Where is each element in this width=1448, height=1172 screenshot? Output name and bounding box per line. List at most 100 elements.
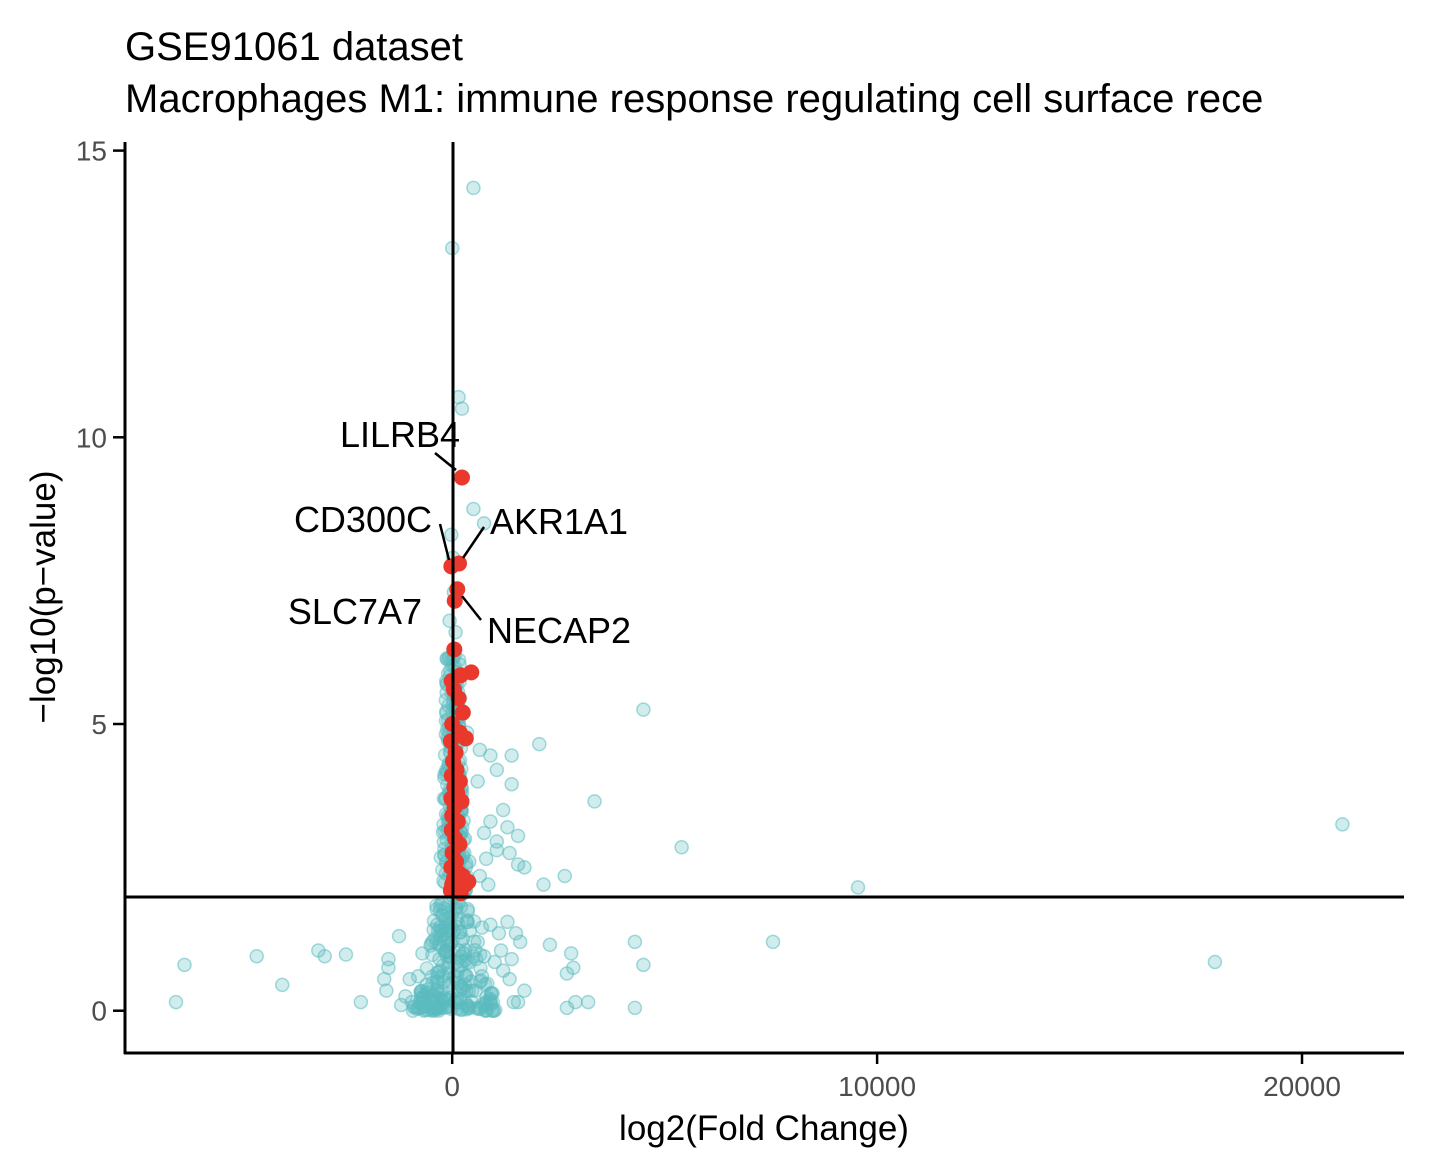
background-point (458, 968, 474, 983)
background-point (557, 868, 573, 884)
background-point (510, 994, 526, 1010)
gene-label: CD300C (294, 499, 432, 540)
background-point (437, 920, 452, 935)
background-point (470, 774, 485, 789)
background-point (429, 898, 444, 913)
background-point (636, 957, 651, 973)
background-point (391, 928, 407, 944)
background-point (765, 934, 781, 950)
chart-title: GSE91061 dataset (125, 25, 463, 69)
gene-label: SLC7A7 (288, 591, 422, 632)
background-point (424, 1003, 440, 1018)
background-point (1335, 817, 1350, 832)
x-tick-label: 20000 (1263, 1071, 1341, 1102)
background-point (425, 975, 441, 990)
background-point (489, 762, 505, 778)
background-point (414, 983, 429, 999)
y-tick-label: 10 (76, 422, 107, 453)
background-point (458, 946, 473, 961)
background-point (627, 1000, 643, 1016)
background-point (472, 947, 488, 962)
background-point (168, 994, 184, 1010)
background-point (568, 994, 583, 1010)
background-point (455, 954, 470, 969)
background-point (379, 983, 394, 998)
gene-leader-line (438, 523, 451, 561)
x-tick-label: 0 (444, 1071, 460, 1102)
background-point (580, 994, 596, 1010)
background-point (471, 1001, 486, 1017)
y-tick-label: 5 (91, 709, 107, 740)
background-point (850, 880, 866, 895)
background-point (504, 951, 519, 967)
y-axis-title: −log10(p−value) (24, 471, 63, 724)
highlight-point (453, 469, 470, 486)
background-point (517, 860, 532, 875)
background-point (512, 934, 528, 950)
background-point (466, 180, 481, 196)
highlight-point (446, 862, 463, 879)
background-point (1207, 954, 1223, 970)
background-point (502, 845, 517, 861)
background-point (483, 994, 498, 1010)
background-point (415, 999, 431, 1014)
background-point (466, 934, 482, 949)
background-point (532, 736, 547, 752)
background-point (506, 994, 522, 1010)
background-point (338, 947, 354, 962)
background-point (448, 625, 463, 640)
gene-leader-line (434, 452, 457, 471)
background-point (177, 957, 192, 973)
gene-labels: LILRB4 CD300C AKR1A1 SLC7A7 NECAP2 (288, 414, 631, 651)
background-point (510, 828, 526, 844)
gene-leader-line (461, 595, 482, 621)
background-point (500, 914, 515, 930)
background-point (627, 934, 643, 950)
background-point (393, 997, 409, 1013)
background-point (249, 948, 264, 964)
background-point (476, 825, 492, 841)
background-point (430, 975, 446, 990)
chart-subtitle: Macrophages M1: immune response regulati… (125, 77, 1263, 121)
background-point (483, 748, 498, 763)
x-tick-label: 10000 (838, 1071, 916, 1102)
background-point (438, 945, 453, 960)
y-tick-label: 15 (76, 136, 107, 167)
background-point (466, 501, 481, 517)
background-point (454, 401, 470, 416)
gene-label: NECAP2 (487, 610, 631, 651)
gene-label: LILRB4 (340, 414, 460, 455)
highlight-point (443, 558, 460, 575)
background-point (466, 914, 482, 929)
x-axis-ticks: 0 10000 20000 (444, 1053, 1341, 1102)
highlight-point (460, 873, 477, 890)
background-point (444, 527, 459, 543)
background-point (674, 840, 689, 855)
background-point (495, 963, 511, 978)
highlight-point (454, 704, 471, 721)
background-point (487, 1002, 503, 1018)
background-point (587, 794, 602, 809)
y-tick-label: 0 (91, 996, 107, 1027)
background-point (353, 994, 369, 1010)
background-point (402, 971, 417, 987)
background-point (426, 913, 442, 929)
background-point (536, 877, 551, 892)
background-point (517, 983, 532, 998)
highlight-point (457, 730, 474, 747)
background-point (478, 851, 494, 867)
background-point (495, 802, 511, 818)
y-axis-ticks: 0 5 10 15 (76, 136, 125, 1027)
background-point (500, 819, 515, 835)
background-point (481, 877, 496, 892)
x-axis-title: log2(Fold Change) (619, 1109, 909, 1148)
background-point (483, 814, 498, 829)
background-point (317, 948, 332, 964)
background-point (542, 937, 558, 953)
gene-leader-line (461, 526, 486, 559)
highlight-point (450, 690, 467, 707)
background-point (508, 926, 524, 941)
background-point (274, 977, 290, 993)
background-point (476, 516, 492, 531)
